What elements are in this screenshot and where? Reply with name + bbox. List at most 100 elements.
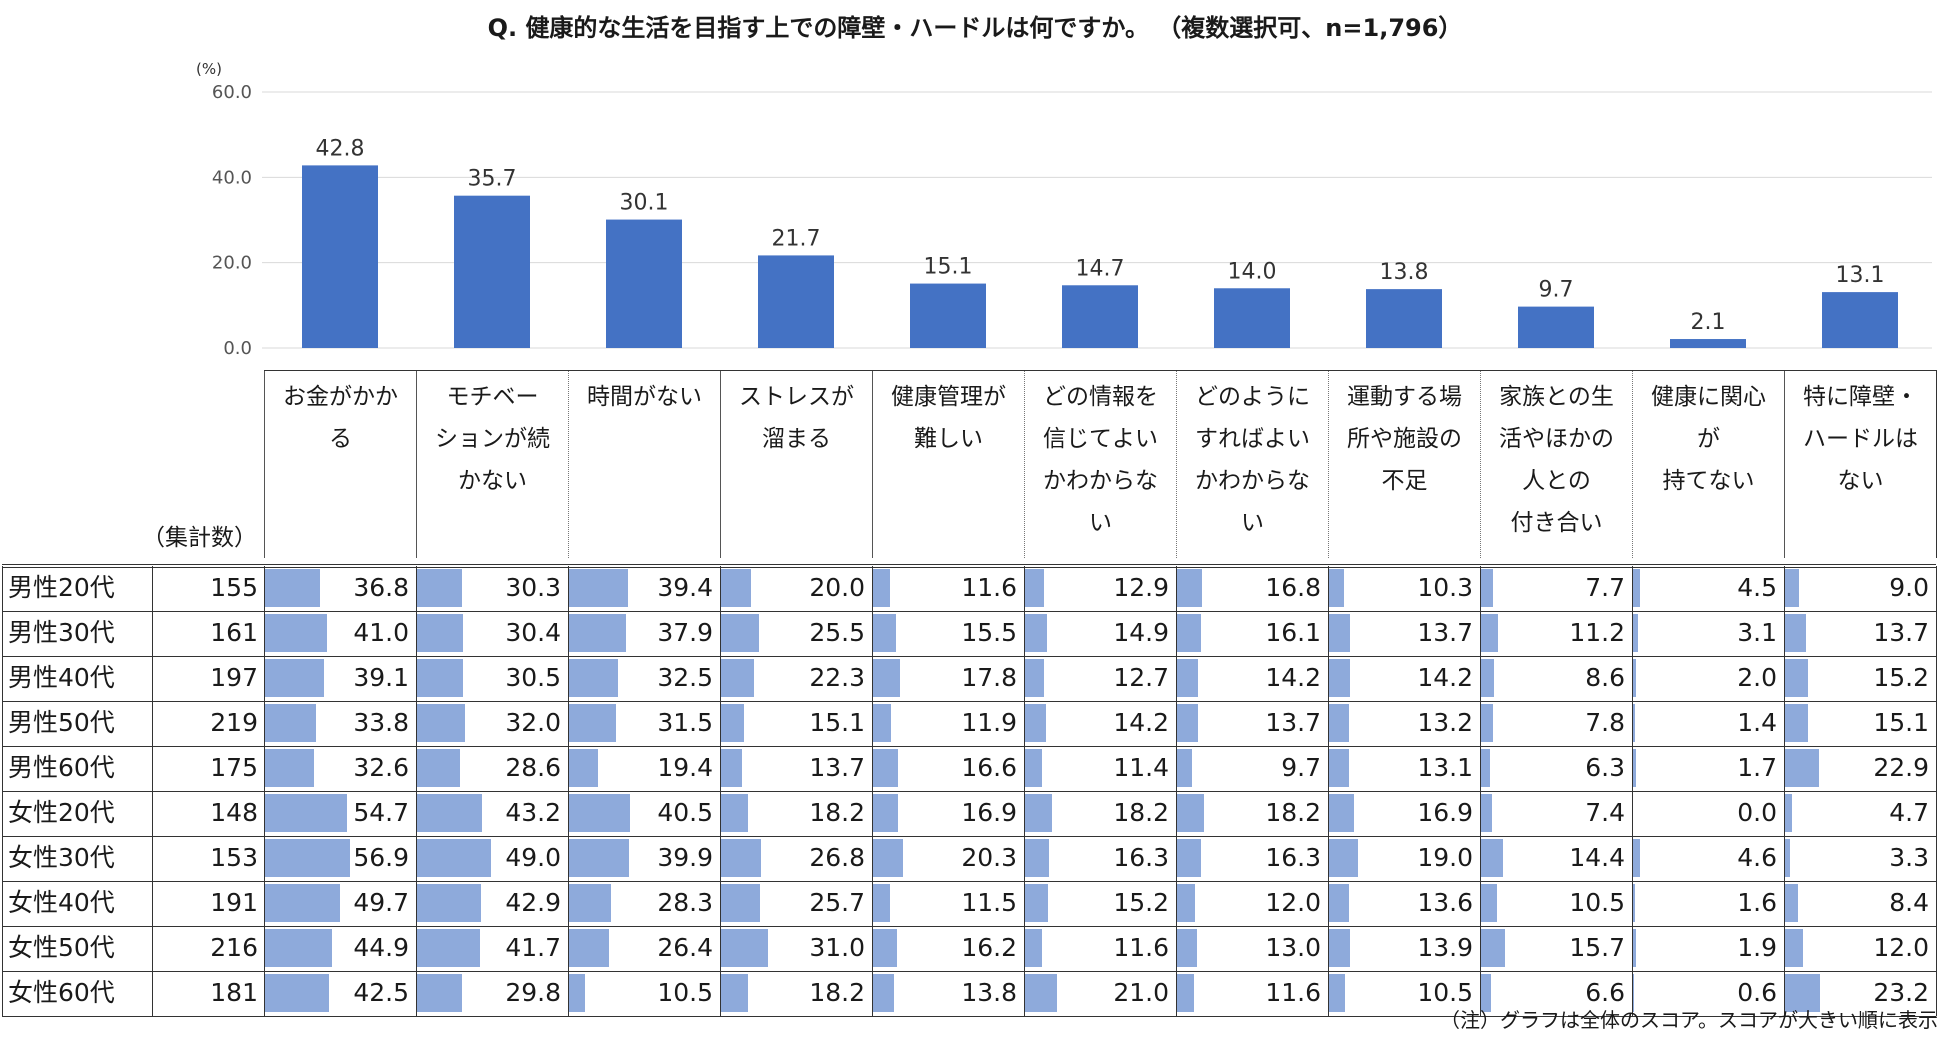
cell-bar <box>1481 839 1503 877</box>
table-cell: 30.5 <box>417 656 567 701</box>
table-cell: 0.0 <box>1633 791 1783 836</box>
table-cell: 13.0 <box>1177 926 1327 971</box>
cell-value: 15.1 <box>1873 708 1929 737</box>
table-cell: 4.7 <box>1785 791 1935 836</box>
row-count: 216 <box>210 933 258 962</box>
table-cell: 1.9 <box>1633 926 1783 971</box>
cell-bar <box>1025 659 1045 697</box>
cell-bar <box>1329 839 1358 877</box>
data-label: 2.1 <box>1691 310 1726 335</box>
table-cell: 15.2 <box>1785 656 1935 701</box>
cell-bar <box>1633 569 1640 607</box>
table-cell: 16.9 <box>873 791 1023 836</box>
table-cell: 37.9 <box>569 611 719 656</box>
cell-value: 14.2 <box>1417 663 1473 692</box>
table-cell: 11.6 <box>1025 926 1175 971</box>
table-cell: 13.7 <box>1329 611 1479 656</box>
cell-bar <box>417 614 463 652</box>
table-cell: 28.3 <box>569 881 719 926</box>
cell-value: 1.9 <box>1737 933 1777 962</box>
cell-bar <box>1177 659 1199 697</box>
cell-bar <box>1785 884 1798 922</box>
column-header: 家族との生 活やほかの 人との 付き合い <box>1480 370 1632 558</box>
row-label: 男性60代 <box>8 753 115 782</box>
cell-bar <box>1633 884 1636 922</box>
data-label: 42.8 <box>316 136 365 161</box>
table-cell: 6.3 <box>1481 746 1631 791</box>
table-cell: 29.8 <box>417 971 567 1016</box>
table-cell: 33.8 <box>265 701 415 746</box>
cell-bar <box>1785 839 1790 877</box>
cell-bar <box>1481 929 1505 967</box>
table-cell: 49.0 <box>417 836 567 881</box>
cell-value: 8.6 <box>1585 663 1625 692</box>
cell-bar <box>1329 884 1350 922</box>
cell-value: 4.7 <box>1889 798 1929 827</box>
cell-bar <box>417 794 482 832</box>
cell-bar <box>417 929 480 967</box>
row-count: 153 <box>210 843 258 872</box>
table-cell: 26.8 <box>721 836 871 881</box>
cell-value: 43.2 <box>505 798 561 827</box>
cell-bar <box>721 974 749 1012</box>
cell-bar <box>569 884 612 922</box>
table-cell: 16.2 <box>873 926 1023 971</box>
cell-value: 30.4 <box>505 618 561 647</box>
row-border <box>2 611 1936 612</box>
cell-value: 12.7 <box>1113 663 1169 692</box>
cell-bar <box>569 704 617 742</box>
cell-value: 13.8 <box>961 978 1017 1007</box>
cell-bar <box>1481 614 1498 652</box>
row-border <box>2 701 1936 702</box>
cell-value: 32.5 <box>657 663 713 692</box>
cell-value: 33.8 <box>353 708 409 737</box>
table-cell: 42.5 <box>265 971 415 1016</box>
table-cell: 40.5 <box>569 791 719 836</box>
table-cell: 22.3 <box>721 656 871 701</box>
table-cell: 39.9 <box>569 836 719 881</box>
table-cell: 14.2 <box>1025 701 1175 746</box>
cell-value: 16.9 <box>1417 798 1473 827</box>
cell-value: 40.5 <box>657 798 713 827</box>
table-cell: 0.6 <box>1633 971 1783 1016</box>
cell-value: 13.0 <box>1265 933 1321 962</box>
cell-bar <box>1785 659 1808 697</box>
cell-bar <box>1329 794 1355 832</box>
cell-value: 21.0 <box>1113 978 1169 1007</box>
cell-bar <box>873 974 894 1012</box>
cell-bar <box>1633 749 1636 787</box>
cell-value: 11.5 <box>961 888 1017 917</box>
cell-value: 11.2 <box>1569 618 1625 647</box>
cell-value: 15.2 <box>1113 888 1169 917</box>
table-cell: 1.4 <box>1633 701 1783 746</box>
table-cell: 32.6 <box>265 746 415 791</box>
cell-value: 20.3 <box>961 843 1017 872</box>
cell-bar <box>1633 704 1636 742</box>
bar <box>1366 289 1442 348</box>
cell-bar <box>1633 974 1634 1012</box>
cell-bar <box>873 659 900 697</box>
header-right-border <box>1936 370 1937 558</box>
cell-value: 16.6 <box>961 753 1017 782</box>
cell-value: 19.4 <box>657 753 713 782</box>
cell-bar <box>569 839 629 877</box>
cell-value: 28.3 <box>657 888 713 917</box>
cell-bar <box>1785 569 1799 607</box>
cell-value: 1.4 <box>1737 708 1777 737</box>
cell-value: 31.0 <box>809 933 865 962</box>
cell-bar <box>1785 974 1820 1012</box>
cell-bar <box>265 839 351 877</box>
cell-value: 7.7 <box>1585 573 1625 602</box>
table-cell: 32.5 <box>569 656 719 701</box>
table-cell: 12.9 <box>1025 566 1175 611</box>
cell-value: 16.3 <box>1113 843 1169 872</box>
cell-bar <box>873 569 891 607</box>
bar <box>1670 339 1746 348</box>
cell-value: 11.9 <box>961 708 1017 737</box>
cell-value: 9.7 <box>1281 753 1321 782</box>
cell-value: 39.4 <box>657 573 713 602</box>
cell-bar <box>1329 929 1350 967</box>
cell-value: 13.7 <box>1873 618 1929 647</box>
column-header: どの情報を 信じてよい かわからな い <box>1024 370 1176 558</box>
row-count: 197 <box>210 663 258 692</box>
